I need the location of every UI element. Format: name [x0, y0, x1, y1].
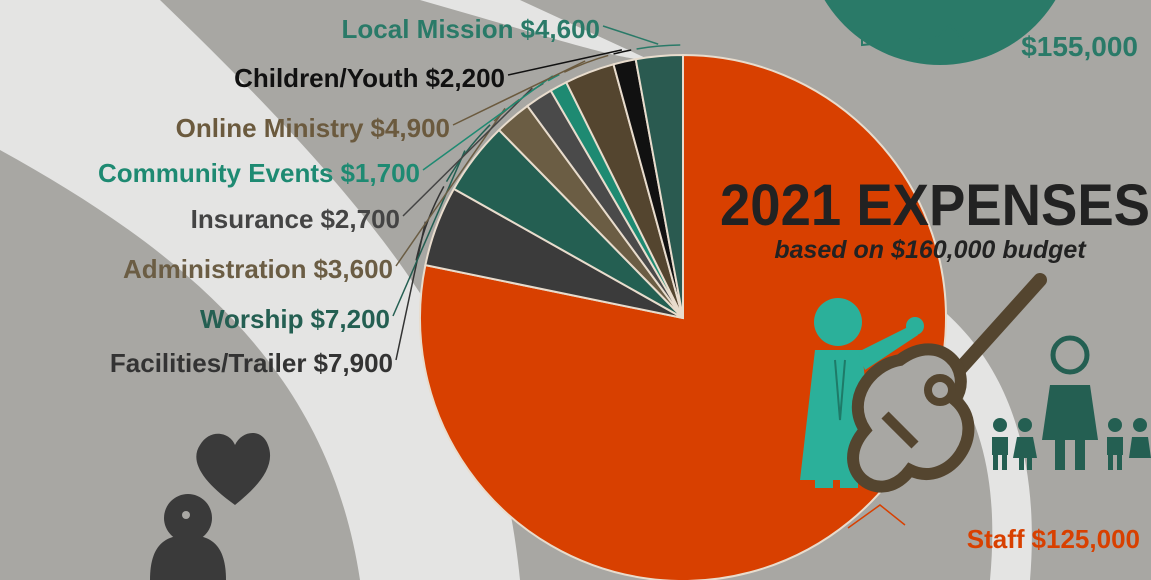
slice-label: Community Events $1,700	[98, 158, 420, 188]
slice-name: Children/Youth	[234, 63, 418, 93]
slice-value: $4,600	[520, 14, 600, 44]
slice-value: $7,200	[310, 304, 390, 334]
slice-name: Insurance	[191, 204, 314, 234]
labels: Staff $125,000 Facilities/Trailer $7,900 Wor…	[98, 14, 1140, 554]
icon-eye	[182, 511, 190, 519]
children-icon	[992, 335, 1151, 470]
swoosh-top	[420, 0, 650, 60]
slice-value: $3,600	[313, 254, 393, 284]
subtitle-suffix: budget	[1002, 236, 1087, 264]
bracket	[547, 73, 560, 82]
pie-slice	[634, 53, 684, 319]
bracket	[563, 54, 609, 73]
slice-name: Community Events	[98, 158, 334, 188]
leader-line	[452, 60, 586, 126]
slice-label: Administration $3,600	[123, 254, 393, 284]
chart-subtitle: based on $160,000 budget	[774, 236, 1087, 264]
slice-value: $4,900	[370, 113, 450, 143]
bracket	[636, 44, 681, 50]
slice-value: $2,200	[425, 63, 505, 93]
leader-line	[395, 107, 506, 267]
slice-name: Staff	[967, 524, 1025, 554]
bracket	[415, 186, 445, 261]
leader-line	[392, 150, 466, 317]
slice-name: Worship	[200, 304, 304, 334]
slice-value: $125,000	[1032, 524, 1140, 554]
subtitle-prefix: based on	[774, 236, 884, 264]
chart-title: 2021 EXPENSES	[720, 173, 1150, 238]
slice-value: $1,700	[340, 158, 420, 188]
stole	[834, 359, 846, 421]
income-label: $155,000	[1021, 31, 1138, 62]
slice-name: Facilities/Trailer	[110, 348, 307, 378]
slice-label: Local Mission $4,600	[342, 14, 600, 44]
slice-label: Children/Youth $2,200	[234, 63, 505, 93]
bracket	[445, 124, 491, 182]
leader-line	[402, 87, 533, 217]
leader-line	[422, 75, 554, 171]
swoosh	[0, 0, 520, 580]
slice-value: $2,700	[320, 204, 400, 234]
subtitle-emphasis: $160,000	[890, 236, 995, 264]
slice-name: Online Ministry	[176, 113, 364, 143]
leader-line	[602, 25, 659, 45]
slice-label: Worship $7,200	[200, 304, 390, 334]
slice-label: Staff $125,000	[967, 524, 1140, 554]
leader-line	[507, 49, 623, 76]
slice-name: Administration	[123, 254, 306, 284]
guitar-icon	[847, 273, 1047, 493]
slice-value: $7,900	[313, 348, 393, 378]
slice-name: Local Mission	[342, 14, 514, 44]
slice-label: Online Ministry $4,900	[176, 113, 450, 143]
slice-label: Insurance $2,700	[191, 204, 400, 234]
swoosh-right	[880, 300, 1032, 580]
pie	[419, 53, 947, 580]
slice-label: Facilities/Trailer $7,900	[110, 348, 393, 378]
bracket	[613, 49, 632, 55]
leader-line	[847, 504, 906, 529]
income-bracket	[861, 23, 966, 47]
